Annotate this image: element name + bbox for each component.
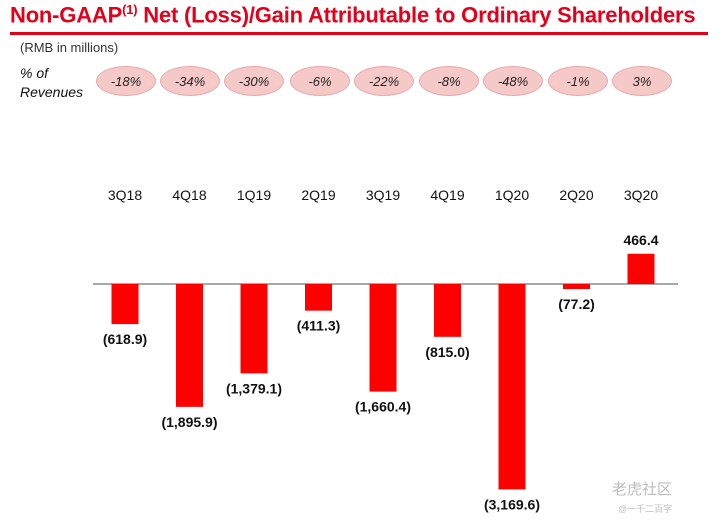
data-label: (3,169.6) [484,496,540,512]
watermark-sub: @一千二百字 [618,504,673,514]
revenue-pct-label-line2: Revenues [20,84,84,100]
category-label: 3Q19 [366,187,400,203]
bar [176,284,203,407]
bar [369,284,397,392]
bar [111,284,139,325]
revenue-pct-badge: -18% [96,66,156,96]
revenue-pct-badge: -30% [224,66,284,96]
bar [434,284,461,337]
category-label: 2Q19 [301,187,335,203]
bar [563,284,590,290]
title-main: Non-GAAP [10,2,123,28]
bar [305,284,332,311]
category-label: 2Q20 [559,187,593,203]
category-label: 1Q19 [237,187,271,203]
revenue-pct-badge: -1% [548,66,608,96]
data-label: (1,660.4) [355,399,411,415]
data-label: (77.2) [558,296,595,312]
title-footnote-mark: (1) [122,2,138,17]
data-label: 466.4 [623,232,658,248]
data-label: (1,379.1) [226,380,282,396]
data-label: (618.9) [103,331,147,347]
category-label: 4Q18 [172,187,206,203]
revenue-pct-label-line1: % of [20,65,49,81]
category-label: 3Q20 [624,187,658,203]
category-label: 1Q20 [495,187,529,203]
revenue-pct-badge: 3% [612,66,672,96]
bar [498,284,526,490]
title-underline [10,32,708,35]
revenue-pct-badge: -48% [483,66,543,96]
title-rest: Net (Loss)/Gain Attributable to Ordinary… [137,2,696,28]
category-label: 4Q19 [430,187,464,203]
revenue-pct-badge: -34% [160,66,220,96]
revenue-pct-label: % of Revenues [20,64,83,102]
data-label: (411.3) [297,318,341,334]
data-label: (1,895.9) [161,414,217,430]
bar [627,253,655,284]
revenue-pct-badge: -6% [290,66,350,96]
data-label: (815.0) [425,344,469,360]
bar [240,284,268,374]
units-note: (RMB in millions) [20,40,119,55]
chart-title: Non-GAAP(1) Net (Loss)/Gain Attributable… [10,2,696,28]
revenue-pct-badge: -8% [419,66,479,96]
revenue-pct-badge: -22% [354,66,414,96]
category-label: 3Q18 [108,187,142,203]
watermark: 老虎社区 [612,481,673,498]
